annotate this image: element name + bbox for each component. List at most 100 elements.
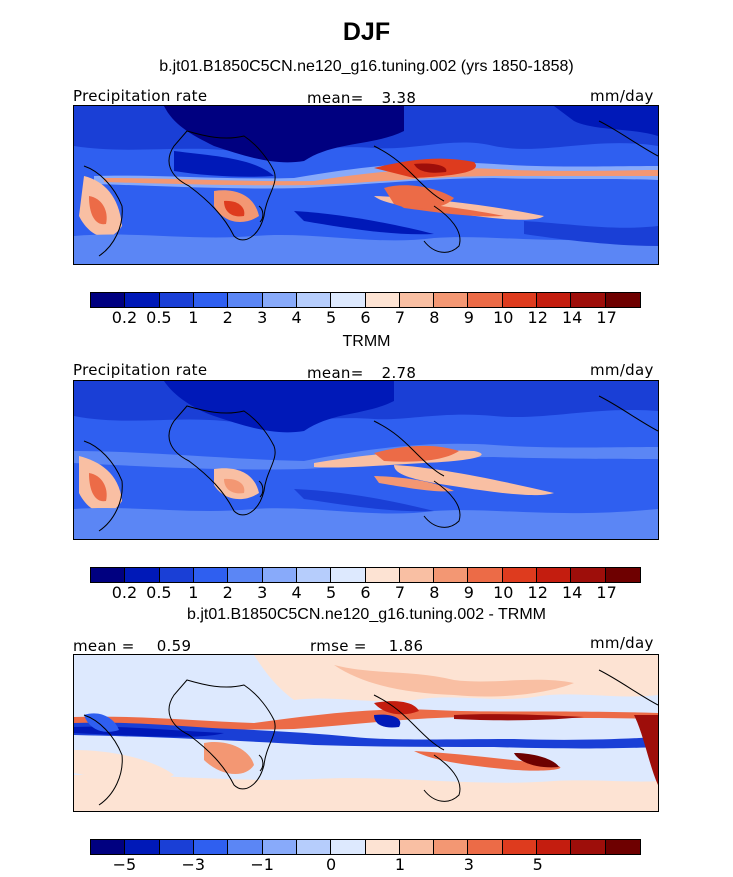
colorbar-swatch (365, 568, 400, 582)
colorbar-swatch (468, 293, 503, 307)
colorbar-tick-label: 14 (561, 308, 583, 327)
plot-title: DJF (342, 18, 391, 46)
colorbar-swatch (399, 293, 435, 307)
colorbar-swatch (399, 840, 435, 854)
colorbar-swatch (91, 568, 126, 582)
panel2-mean-value: 2.78 (381, 364, 417, 382)
colorbar-swatch (331, 840, 366, 854)
colorbar-swatch (159, 840, 194, 854)
colorbar-tick-label: 14 (561, 583, 583, 602)
colorbar-swatch (571, 568, 606, 582)
colorbar-tick-label: 0.5 (146, 308, 172, 327)
colorbar-tick-label: 1 (188, 583, 199, 602)
colorbar-swatch (125, 840, 160, 854)
panel2-mean-label: mean= (307, 364, 364, 382)
panel1-mean-value: 3.38 (381, 89, 417, 107)
colorbar-swatch (125, 293, 160, 307)
colorbar-swatch (159, 293, 194, 307)
panel2-map-field (74, 381, 658, 539)
colorbar-swatch (228, 568, 263, 582)
colorbar-tick-label: 10 (493, 308, 514, 327)
colorbar-swatch (468, 840, 503, 854)
colorbar-tick-label: −3 (181, 855, 206, 874)
colorbar-swatch (434, 840, 469, 854)
colorbar-tick-label: 3 (257, 583, 268, 602)
panel3-rmse-label: rmse = (310, 637, 367, 655)
colorbar-swatch (502, 293, 538, 307)
colorbar-swatch (228, 293, 263, 307)
colorbar-tick-label: −5 (112, 855, 137, 874)
colorbar-tick-label: 12 (527, 308, 548, 327)
panel1-variable-label: Precipitation rate (73, 87, 208, 105)
panel1-subtitle: b.jt01.B1850C5CN.ne120_g16.tuning.002 (y… (159, 58, 574, 75)
panel2-map (73, 380, 659, 540)
colorbar-tick-label: 17 (596, 308, 617, 327)
colorbar-tick-label: 12 (527, 583, 548, 602)
colorbar-tick-label: 9 (463, 308, 474, 327)
colorbar-swatch (571, 840, 606, 854)
panel1-units: mm/day (590, 87, 654, 105)
colorbar-tick-label: 10 (493, 583, 514, 602)
panel1-mean: mean= 3.38 (307, 89, 416, 107)
panel2-units: mm/day (590, 361, 654, 379)
colorbar-swatch (193, 568, 229, 582)
colorbar-tick-label: 1 (394, 855, 406, 874)
colorbar-swatch (399, 568, 435, 582)
colorbar-swatch (468, 568, 503, 582)
colorbar-swatch (296, 568, 332, 582)
colorbar-tick-label: 6 (360, 583, 371, 602)
panel2-subtitle: TRMM (342, 333, 391, 350)
colorbar-tick-label: 7 (394, 583, 406, 602)
colorbar-tick-label: 9 (463, 583, 474, 602)
colorbar-swatch (262, 293, 297, 307)
panel1-colorbar (90, 292, 641, 308)
colorbar-swatch (605, 293, 640, 307)
colorbar-swatch (91, 840, 126, 854)
colorbar-swatch (193, 293, 229, 307)
colorbar-tick-label: 0.5 (146, 583, 172, 602)
panel3-mean-label: mean = (73, 637, 135, 655)
colorbar-tick-label: 6 (360, 308, 371, 327)
colorbar-tick-label: 3 (257, 308, 268, 327)
panel3-colorbar (90, 839, 641, 855)
colorbar-swatch (365, 293, 400, 307)
panel1-mean-label: mean= (307, 89, 364, 107)
colorbar-tick-label: 0.2 (111, 583, 138, 602)
colorbar-swatch (159, 568, 194, 582)
colorbar-tick-label: 0 (325, 855, 337, 874)
colorbar-tick-label: 8 (429, 308, 440, 327)
panel3-mean: mean = 0.59 (73, 637, 191, 655)
colorbar-swatch (365, 840, 400, 854)
colorbar-tick-label: 2 (222, 308, 233, 327)
colorbar-swatch (193, 840, 229, 854)
colorbar-swatch (502, 840, 538, 854)
colorbar-swatch (262, 568, 297, 582)
colorbar-tick-label: 17 (596, 583, 617, 602)
colorbar-tick-label: −1 (250, 855, 274, 874)
panel1-colorbar-ticks: 0.2 0.5 1 2 3 4 5 6 7 8 9 10 12 14 17 (90, 308, 641, 327)
colorbar-swatch (91, 293, 126, 307)
panel2-colorbar-ticks: 0.2 0.5 1 2 3 4 5 6 7 8 9 10 12 14 17 (90, 583, 641, 602)
colorbar-swatch (434, 568, 469, 582)
colorbar-swatch (605, 568, 640, 582)
panel3-colorbar-ticks: −5 −3 −1 0 1 3 5 (90, 855, 641, 874)
panel3-rmse: rmse = 1.86 (310, 637, 423, 655)
colorbar-tick-label: 5 (532, 855, 543, 874)
colorbar-tick-label: 5 (325, 583, 337, 602)
colorbar-swatch (537, 293, 572, 307)
colorbar-swatch (331, 293, 366, 307)
panel3-units: mm/day (590, 634, 654, 652)
colorbar-swatch (502, 568, 538, 582)
colorbar-swatch (605, 840, 640, 854)
panel2-mean: mean= 2.78 (307, 364, 416, 382)
panel3-rmse-value: 1.86 (388, 637, 424, 655)
colorbar-swatch (434, 293, 469, 307)
colorbar-swatch (228, 840, 263, 854)
colorbar-swatch (296, 293, 332, 307)
colorbar-tick-label: 4 (291, 583, 302, 602)
colorbar-swatch (571, 293, 606, 307)
colorbar-swatch (331, 568, 366, 582)
colorbar-tick-label: 0.2 (111, 308, 138, 327)
colorbar-swatch (537, 840, 572, 854)
colorbar-tick-label: 8 (429, 583, 440, 602)
